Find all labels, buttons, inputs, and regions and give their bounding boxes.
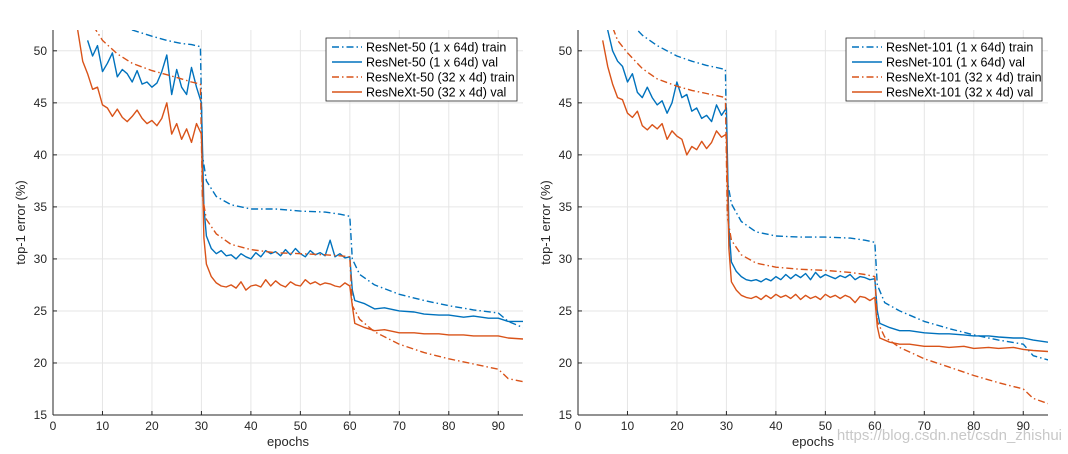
x-axis-label: epochs: [792, 434, 834, 449]
legend-box: [845, 37, 1043, 102]
y-tick-label: 30: [559, 252, 573, 266]
x-tick-label: 10: [96, 419, 110, 433]
legend-label-resnet-50-1-x-64d-val: ResNet-50 (1 x 64d) val: [366, 56, 498, 70]
y-tick-label: 45: [559, 96, 573, 110]
y-axis-label: top-1 error (%): [13, 180, 28, 265]
legend-label-resnet-101-1-x-64d-val: ResNet-101 (1 x 64d) val: [886, 56, 1025, 70]
chart-resnet101: 0 10 20 30 40 50 60 70 80 901520253035404550epoch…: [538, 30, 1048, 449]
chart-resnet50: 0 10 20 30 40 50 60 70 80 901520253035404550epoch…: [13, 30, 523, 449]
x-tick-label: 60: [868, 419, 882, 433]
y-tick-label: 20: [34, 356, 48, 370]
series-line-resnext-50-32-x-4d-val: [77, 30, 523, 340]
x-tick-label: 0: [575, 419, 582, 433]
series-group: [602, 30, 1048, 405]
series-line-resnet-50-1-x-64d-train: [130, 30, 523, 329]
x-tick-label: 10: [621, 419, 635, 433]
x-tick-label: 50: [819, 419, 833, 433]
y-tick-label: 50: [559, 44, 573, 58]
x-tick-label: 30: [720, 419, 734, 433]
series-line-resnext-101-32-x-4d-train: [612, 30, 1048, 405]
series-group: [77, 30, 523, 383]
y-tick-label: 35: [34, 200, 48, 214]
x-tick-label: 90: [492, 419, 506, 433]
series-line-resnext-101-32-x-4d-val: [602, 40, 1048, 353]
x-tick-label: 50: [294, 419, 308, 433]
y-tick-label: 45: [34, 96, 48, 110]
series-line-resnet-101-1-x-64d-val: [607, 30, 1048, 343]
x-tick-label: 30: [195, 419, 209, 433]
x-tick-label: 60: [343, 419, 357, 433]
legend-label-resnext-101-32-x-4d-val: ResNeXt-101 (32 x 4d) val: [886, 86, 1033, 100]
x-tick-label: 80: [967, 419, 981, 433]
y-tick-label: 15: [559, 408, 573, 422]
legend-label-resnet-101-1-x-64d-train: ResNet-101 (1 x 64d) train: [886, 41, 1033, 55]
x-axis-label: epochs: [267, 434, 309, 449]
y-tick-label: 25: [34, 304, 48, 318]
y-tick-label: 50: [34, 44, 48, 58]
x-tick-label: 0: [50, 419, 57, 433]
legend-label-resnext-50-32-x-4d-train: ResNeXt-50 (32 x 4d) train: [366, 71, 515, 85]
series-line-resnet-50-1-x-64d-val: [86, 40, 523, 323]
y-tick-label: 20: [559, 356, 573, 370]
x-tick-label: 70: [393, 419, 407, 433]
legend-label-resnext-101-32-x-4d-train: ResNeXt-101 (32 x 4d) train: [886, 71, 1042, 85]
legend-box: [325, 37, 518, 102]
watermark: https://blog.csdn.net/csdn_zhishui: [837, 427, 1062, 444]
y-tick-label: 25: [559, 304, 573, 318]
legend-label-resnet-50-1-x-64d-train: ResNet-50 (1 x 64d) train: [366, 41, 506, 55]
legend-label-resnext-50-32-x-4d-val: ResNeXt-50 (32 x 4d) val: [366, 86, 506, 100]
x-tick-label: 20: [145, 419, 159, 433]
x-tick-label: 70: [918, 419, 932, 433]
y-axis-label: top-1 error (%): [538, 180, 553, 265]
y-tick-label: 30: [34, 252, 48, 266]
y-tick-label: 35: [559, 200, 573, 214]
x-tick-label: 20: [670, 419, 684, 433]
y-tick-label: 40: [34, 148, 48, 162]
x-tick-label: 80: [442, 419, 456, 433]
y-tick-label: 15: [34, 408, 48, 422]
x-tick-label: 40: [244, 419, 258, 433]
x-tick-label: 40: [769, 419, 783, 433]
series-line-resnet-101-1-x-64d-train: [636, 30, 1048, 361]
x-tick-label: 90: [1017, 419, 1031, 433]
y-tick-label: 40: [559, 148, 573, 162]
